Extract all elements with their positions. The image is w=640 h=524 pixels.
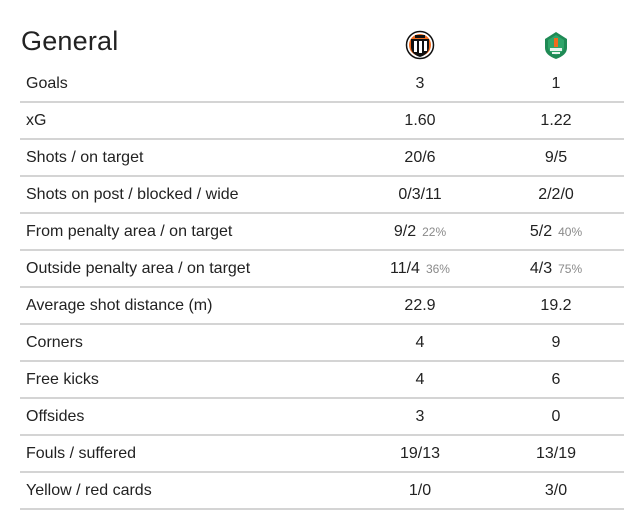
away-value: 6	[551, 371, 561, 388]
home-percentage: 22%	[422, 225, 447, 239]
stat-row: Fouls / suffered 19/13 13/19	[20, 436, 624, 473]
away-value: 19.2	[540, 297, 572, 314]
away-percentage: 40%	[558, 225, 583, 239]
stat-label: Offsides	[26, 408, 85, 425]
away-value-cell: 5/2 40%	[496, 223, 616, 241]
stat-row: Shots / on target 20/6 9/5	[20, 140, 624, 177]
home-value: 19/13	[399, 445, 441, 462]
away-value: 2/2/0	[538, 186, 574, 203]
away-value: 3/0	[544, 482, 568, 499]
home-value-cell: 19/13	[360, 445, 480, 463]
home-value-cell: 1.60	[360, 112, 480, 130]
away-value-cell: 3/0	[496, 482, 616, 500]
home-value-cell: 4	[360, 334, 480, 352]
stat-row: Shots on post / blocked / wide 0/3/11 2/2/…	[20, 177, 624, 214]
home-value-cell: 22.9	[360, 297, 480, 315]
stats-table: Goals 3 1 xG 1.60 1.22 Shots / on target 20/6 9/…	[20, 66, 624, 510]
stat-label: Yellow / red cards	[26, 482, 152, 499]
stat-row: Yellow / red cards 1/0 3/0	[20, 473, 624, 510]
stat-row: xG 1.60 1.22	[20, 103, 624, 140]
away-value-cell: 0	[496, 408, 616, 426]
home-team-crest-icon[interactable]	[405, 30, 435, 60]
stat-row: Goals 3 1	[20, 66, 624, 103]
away-value: 0	[551, 408, 561, 425]
stat-label: Fouls / suffered	[26, 445, 136, 462]
stat-label: Shots / on target	[26, 149, 144, 166]
away-value: 4/3	[529, 260, 553, 277]
away-value-cell: 19.2	[496, 297, 616, 315]
home-value-cell: 11/4 36%	[360, 260, 480, 278]
away-value: 1	[551, 75, 561, 92]
away-value-cell: 1	[496, 75, 616, 93]
away-percentage: 75%	[558, 262, 583, 276]
home-value-cell: 0/3/11	[360, 186, 480, 204]
home-percentage: 36%	[425, 262, 450, 276]
home-value: 1.60	[404, 112, 436, 129]
stat-row: Corners 4 9	[20, 325, 624, 362]
home-value: 20/6	[404, 149, 436, 166]
away-value: 9	[551, 334, 561, 351]
away-value: 5/2	[529, 223, 553, 240]
home-value: 11/4	[390, 260, 420, 277]
stat-label: Shots on post / blocked / wide	[26, 186, 239, 203]
stat-label: Free kicks	[26, 371, 99, 388]
home-value: 3	[415, 75, 425, 92]
away-value: 13/19	[535, 445, 577, 462]
home-value: 4	[415, 334, 425, 351]
away-value: 9/5	[544, 149, 568, 166]
away-value-cell: 2/2/0	[496, 186, 616, 204]
stat-label: xG	[26, 112, 47, 129]
home-value: 0/3/11	[398, 186, 442, 203]
home-value-cell: 1/0	[360, 482, 480, 500]
home-value-cell: 3	[360, 408, 480, 426]
stat-label: Goals	[26, 75, 68, 92]
stat-row: Offsides 3 0	[20, 399, 624, 436]
home-value: 3	[415, 408, 425, 425]
stat-label: Corners	[26, 334, 83, 351]
away-value-cell: 13/19	[496, 445, 616, 463]
home-value: 22.9	[404, 297, 436, 314]
away-value-cell: 6	[496, 371, 616, 389]
home-value-cell: 4	[360, 371, 480, 389]
away-value: 1.22	[540, 112, 572, 129]
away-team-crest-icon[interactable]	[541, 30, 571, 60]
away-value-cell: 9/5	[496, 149, 616, 167]
stat-row: From penalty area / on target 9/2 22% 5/2 40…	[20, 214, 624, 251]
stat-label: Average shot distance (m)	[26, 297, 213, 314]
stat-label: From penalty area / on target	[26, 223, 233, 240]
stat-label: Outside penalty area / on target	[26, 260, 251, 277]
away-value-cell: 1.22	[496, 112, 616, 130]
away-value-cell: 4/3 75%	[496, 260, 616, 278]
home-value: 9/2	[393, 223, 417, 240]
home-value-cell: 20/6	[360, 149, 480, 167]
home-value-cell: 3	[360, 75, 480, 93]
home-value-cell: 9/2 22%	[360, 223, 480, 241]
stats-header: General	[0, 0, 640, 66]
home-value: 1/0	[408, 482, 432, 499]
stat-row: Free kicks 4 6	[20, 362, 624, 399]
stat-row: Outside penalty area / on target 11/4 36% 4…	[20, 251, 624, 288]
away-value-cell: 9	[496, 334, 616, 352]
stat-row: Average shot distance (m) 22.9 19.2	[20, 288, 624, 325]
section-title: General	[21, 26, 119, 56]
home-value: 4	[415, 371, 425, 388]
